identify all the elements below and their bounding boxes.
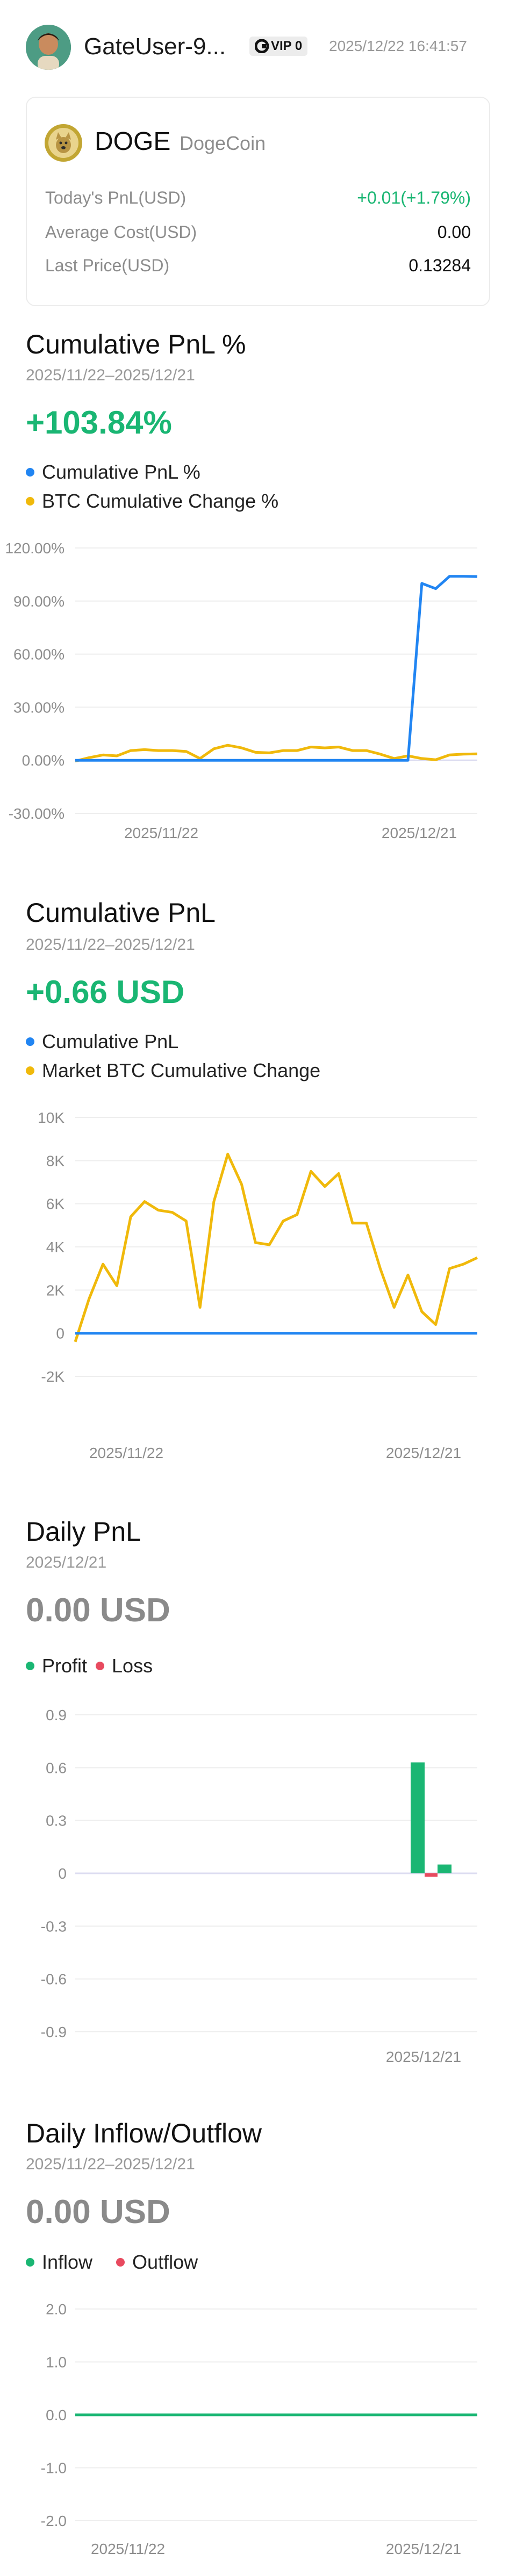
legend-label: Inflow <box>42 2251 93 2273</box>
x-tick-label: 2025/12/21 <box>386 1445 461 1461</box>
y-tick-label: 8K <box>46 1152 65 1169</box>
legend-dot-red <box>116 2258 125 2267</box>
y-tick-label: 90.00% <box>13 593 64 610</box>
legend-dot-blue <box>26 1037 34 1046</box>
y-tick-label: 60.00% <box>13 646 64 663</box>
average-cost-value: 0.00 <box>437 222 471 242</box>
coin-card[interactable]: DOGE DogeCoin Today's PnL(USD) +0.01(+1.… <box>26 97 490 306</box>
x-tick-label: 2025/11/22 <box>89 1445 163 1461</box>
y-tick-label: -0.6 <box>41 1971 67 1988</box>
legend-inflow-outflow[interactable]: Inflow Outflow <box>26 2251 198 2274</box>
daily-pnl-value: 0.00 USD <box>26 1592 170 1629</box>
profit-bar <box>411 1762 425 1873</box>
last-price-value: 0.13284 <box>408 256 471 275</box>
daily-pnl-title: Daily PnL <box>26 1517 141 1547</box>
profit-bar <box>438 1864 452 1873</box>
y-tick-label: 0.6 <box>46 1759 67 1776</box>
legend-dot-green <box>26 1662 34 1670</box>
y-tick-label: 0.9 <box>46 1707 67 1723</box>
y-tick-label: 2K <box>46 1282 65 1298</box>
y-tick-label: 10K <box>38 1109 64 1126</box>
series-line <box>75 575 478 762</box>
chart-cum-pnl[interactable]: 10K 8K 6K 4K 2K 0 -2K 2025/11/22 2025/12/21 <box>0 1101 516 1467</box>
legend-label: Cumulative PnL <box>42 1030 179 1052</box>
avatar[interactable] <box>26 25 71 70</box>
loss-bar <box>425 1873 438 1877</box>
y-tick-label: -2K <box>41 1368 64 1385</box>
vip-label: VIP 0 <box>271 39 303 53</box>
legend-market-btc[interactable]: Market BTC Cumulative Change <box>26 1059 320 1082</box>
legend-dot-red <box>96 1662 105 1670</box>
cum-pnl-value: +0.66 USD <box>26 974 185 1010</box>
y-tick-label: 0.00% <box>22 752 64 769</box>
chart-daily-pnl[interactable]: 0.9 0.6 0.3 0 -0.3 -0.6 -0.9 2025/12/21 <box>0 1692 516 2068</box>
y-tick-label: 0 <box>56 1325 64 1342</box>
last-price-label: Last Price(USD) <box>45 256 170 275</box>
x-tick-label: 2025/12/21 <box>386 2048 461 2065</box>
y-tick-label: -0.9 <box>41 2024 67 2040</box>
username: GateUser-9... <box>84 33 226 60</box>
todays-pnl-value: +0.01(+1.79%) <box>357 188 471 207</box>
legend-dot-green <box>26 2258 34 2267</box>
y-tick-label: -2.0 <box>41 2513 67 2529</box>
cum-pnl-range: 2025/11/22–2025/12/21 <box>26 936 195 954</box>
y-tick-label: 0 <box>58 1865 67 1882</box>
legend-cum-pnl-pct[interactable]: Cumulative PnL % <box>26 461 200 484</box>
inflow-range: 2025/11/22–2025/12/21 <box>26 2155 195 2173</box>
y-tick-label: 0.0 <box>46 2407 67 2423</box>
todays-pnl-label: Today's PnL(USD) <box>45 188 187 207</box>
legend-label: Profit <box>42 1655 88 1677</box>
cum-pnl-title: Cumulative PnL <box>26 898 216 928</box>
legend-dot-yellow <box>26 1066 34 1075</box>
y-tick-label: -30.00% <box>9 805 64 822</box>
chart-cum-pnl-pct[interactable]: 120.00% 90.00% 60.00% 30.00% 0.00% -30.00% 202… <box>0 532 516 854</box>
x-tick-label: 2025/12/21 <box>386 2541 461 2557</box>
legend-cum-pnl[interactable]: Cumulative PnL <box>26 1030 178 1053</box>
vip-badge[interactable]: VIP 0 <box>249 37 308 56</box>
y-tick-label: 30.00% <box>13 699 64 716</box>
legend-profit-loss[interactable]: Profit Loss <box>26 1655 153 1677</box>
cum-pnl-pct-title: Cumulative PnL % <box>26 329 246 359</box>
avatar-icon <box>26 25 71 70</box>
x-tick-label: 2025/11/22 <box>91 2541 165 2557</box>
cum-pnl-pct-value: +103.84% <box>26 405 172 441</box>
legend-label: Market BTC Cumulative Change <box>42 1059 321 1081</box>
cum-pnl-pct-range: 2025/11/22–2025/12/21 <box>26 366 195 384</box>
legend-label: Cumulative PnL % <box>42 461 200 483</box>
coin-symbol: DOGE <box>95 127 171 156</box>
y-tick-label: 1.0 <box>46 2354 67 2371</box>
y-tick-label: 2.0 <box>46 2301 67 2318</box>
y-tick-label: 0.3 <box>46 1813 67 1829</box>
series-line <box>75 744 478 763</box>
y-tick-label: -0.3 <box>41 1918 67 1935</box>
x-tick-label: 2025/12/21 <box>382 825 457 841</box>
coin-name: DogeCoin <box>180 132 266 154</box>
timestamp: 2025/12/22 16:41:57 <box>329 38 467 54</box>
legend-label: BTC Cumulative Change % <box>42 490 279 512</box>
legend-label: Loss <box>112 1655 153 1677</box>
daily-pnl-range: 2025/12/21 <box>26 1554 107 1571</box>
x-tick-label: 2025/11/22 <box>124 825 198 841</box>
legend-dot-blue <box>26 468 34 477</box>
series-line <box>74 1152 478 1343</box>
y-tick-label: 6K <box>46 1196 65 1213</box>
inflow-title: Daily Inflow/Outflow <box>26 2118 262 2148</box>
chart-inflow-outflow[interactable]: 2.0 1.0 0.0 -1.0 -2.0 2025/11/22 2025/12/21 <box>0 2289 516 2568</box>
y-tick-label: 120.00% <box>5 540 64 557</box>
legend-label: Outflow <box>132 2251 198 2273</box>
y-tick-label: 4K <box>46 1239 65 1255</box>
average-cost-label: Average Cost(USD) <box>45 222 197 242</box>
inflow-value: 0.00 USD <box>26 2193 170 2231</box>
gate-logo-icon <box>255 39 269 53</box>
doge-icon <box>44 124 83 162</box>
legend-dot-yellow <box>26 497 34 506</box>
y-tick-label: -1.0 <box>41 2460 67 2477</box>
legend-btc-change-pct[interactable]: BTC Cumulative Change % <box>26 490 278 513</box>
